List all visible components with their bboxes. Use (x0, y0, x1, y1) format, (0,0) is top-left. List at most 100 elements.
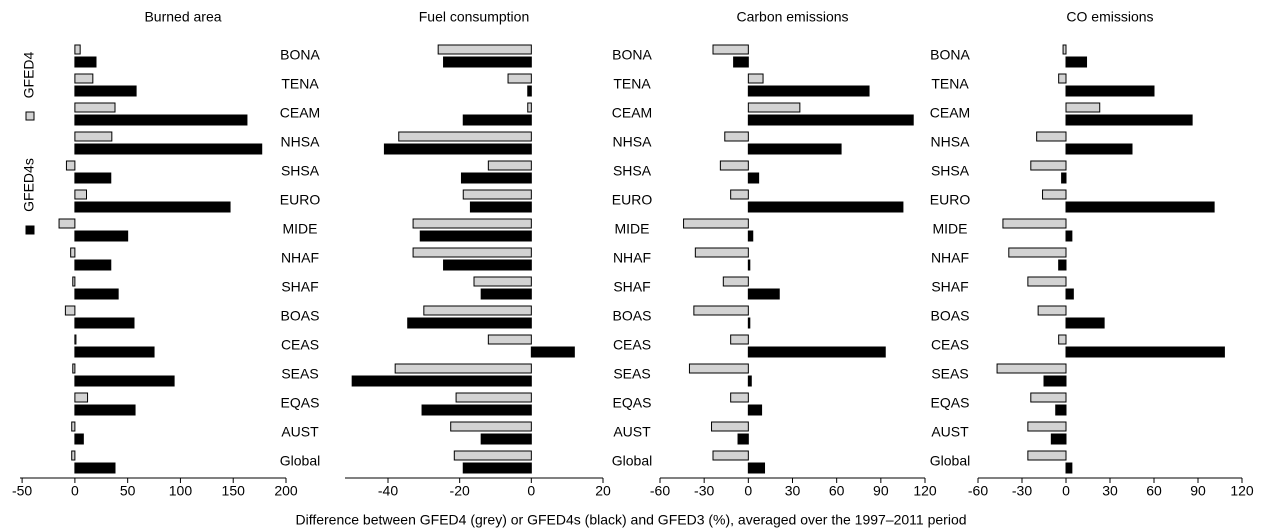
bar (1002, 218, 1067, 229)
bar (480, 288, 532, 300)
bar (712, 44, 749, 55)
bar (1042, 189, 1067, 200)
bar (747, 73, 764, 84)
region-label: EURO (280, 192, 321, 208)
bar (527, 102, 532, 113)
bar (1058, 73, 1067, 84)
bar (747, 375, 752, 387)
region-label: EQAS (281, 395, 320, 411)
region-label: BONA (930, 47, 970, 63)
bar (688, 363, 749, 374)
legend-swatch (25, 225, 35, 235)
region-label: Global (280, 453, 320, 469)
region-label: CEAM (612, 105, 652, 121)
x-tick-label: 90 (1190, 483, 1206, 499)
bar (74, 44, 81, 55)
bar (72, 363, 76, 374)
bar (1065, 114, 1193, 126)
bar (469, 201, 532, 213)
bar (747, 102, 801, 113)
region-label: AUST (281, 424, 319, 440)
region-label: BOAS (613, 308, 652, 324)
bar (1065, 346, 1225, 358)
x-tick-label: -60 (650, 483, 670, 499)
bar (730, 392, 749, 403)
x-tick-label: -50 (12, 483, 32, 499)
region-label: CEAS (931, 337, 969, 353)
bar (480, 433, 532, 445)
x-tick-label: -40 (378, 483, 398, 499)
x-tick-label: 0 (1062, 483, 1070, 499)
bar (747, 143, 842, 155)
region-label: CEAM (280, 105, 320, 121)
region-label: SEAS (613, 366, 650, 382)
region-label: AUST (613, 424, 651, 440)
bar (74, 346, 155, 358)
region-label: SHSA (613, 163, 652, 179)
x-tick-label: 100 (169, 483, 193, 499)
region-label: AUST (931, 424, 969, 440)
bar (383, 143, 532, 155)
region-label: BOAS (281, 308, 320, 324)
bar (1061, 172, 1067, 184)
bar (74, 131, 113, 142)
bar (724, 131, 749, 142)
bar (1065, 317, 1105, 329)
bar (747, 288, 780, 300)
region-label: NHSA (613, 134, 653, 150)
bar (1027, 450, 1067, 461)
bar (74, 73, 94, 84)
region-label: CEAM (930, 105, 970, 121)
bar (1008, 247, 1067, 258)
region-label: EQAS (613, 395, 652, 411)
bar (1065, 288, 1074, 300)
x-tick-label: -30 (694, 483, 714, 499)
bar (527, 85, 532, 97)
bar (65, 160, 76, 171)
bar (711, 421, 749, 432)
bar (462, 462, 532, 474)
x-tick-label: 90 (873, 483, 889, 499)
region-label: NHSA (281, 134, 321, 150)
region-label: NHAF (613, 250, 651, 266)
bar (1050, 433, 1067, 445)
region-label: SHSA (281, 163, 320, 179)
bar (996, 363, 1067, 374)
bar (74, 288, 119, 300)
region-label: BOAS (931, 308, 970, 324)
bar (747, 85, 870, 97)
bar (487, 334, 532, 345)
bar (455, 392, 532, 403)
bar (398, 131, 532, 142)
bar (747, 346, 886, 358)
bar (487, 160, 532, 171)
bar (1065, 201, 1215, 213)
region-label: TENA (931, 76, 969, 92)
bar (747, 172, 760, 184)
region-label: EQAS (931, 395, 970, 411)
region-label: TENA (613, 76, 651, 92)
region-label: TENA (281, 76, 319, 92)
bar (733, 56, 749, 68)
x-tick-label: 60 (1146, 483, 1162, 499)
region-label: BONA (612, 47, 652, 63)
region-label: SHSA (931, 163, 970, 179)
bar (722, 276, 749, 287)
x-tick-label: 120 (913, 483, 937, 499)
x-tick-label: 200 (274, 483, 298, 499)
region-label: SEAS (281, 366, 318, 382)
region-label: EURO (612, 192, 653, 208)
region-label: CEAS (613, 337, 651, 353)
bar (1065, 230, 1073, 242)
panel-title: Burned area (144, 9, 221, 25)
bar (1062, 44, 1067, 55)
bar (683, 218, 749, 229)
bar (747, 201, 904, 213)
region-label: EURO (930, 192, 971, 208)
bar (74, 317, 135, 329)
x-tick-label: -30 (1012, 483, 1032, 499)
bar (460, 172, 532, 184)
bar (74, 56, 97, 68)
x-axis-label: Difference between GFED4 (grey) or GFED4… (295, 512, 966, 528)
